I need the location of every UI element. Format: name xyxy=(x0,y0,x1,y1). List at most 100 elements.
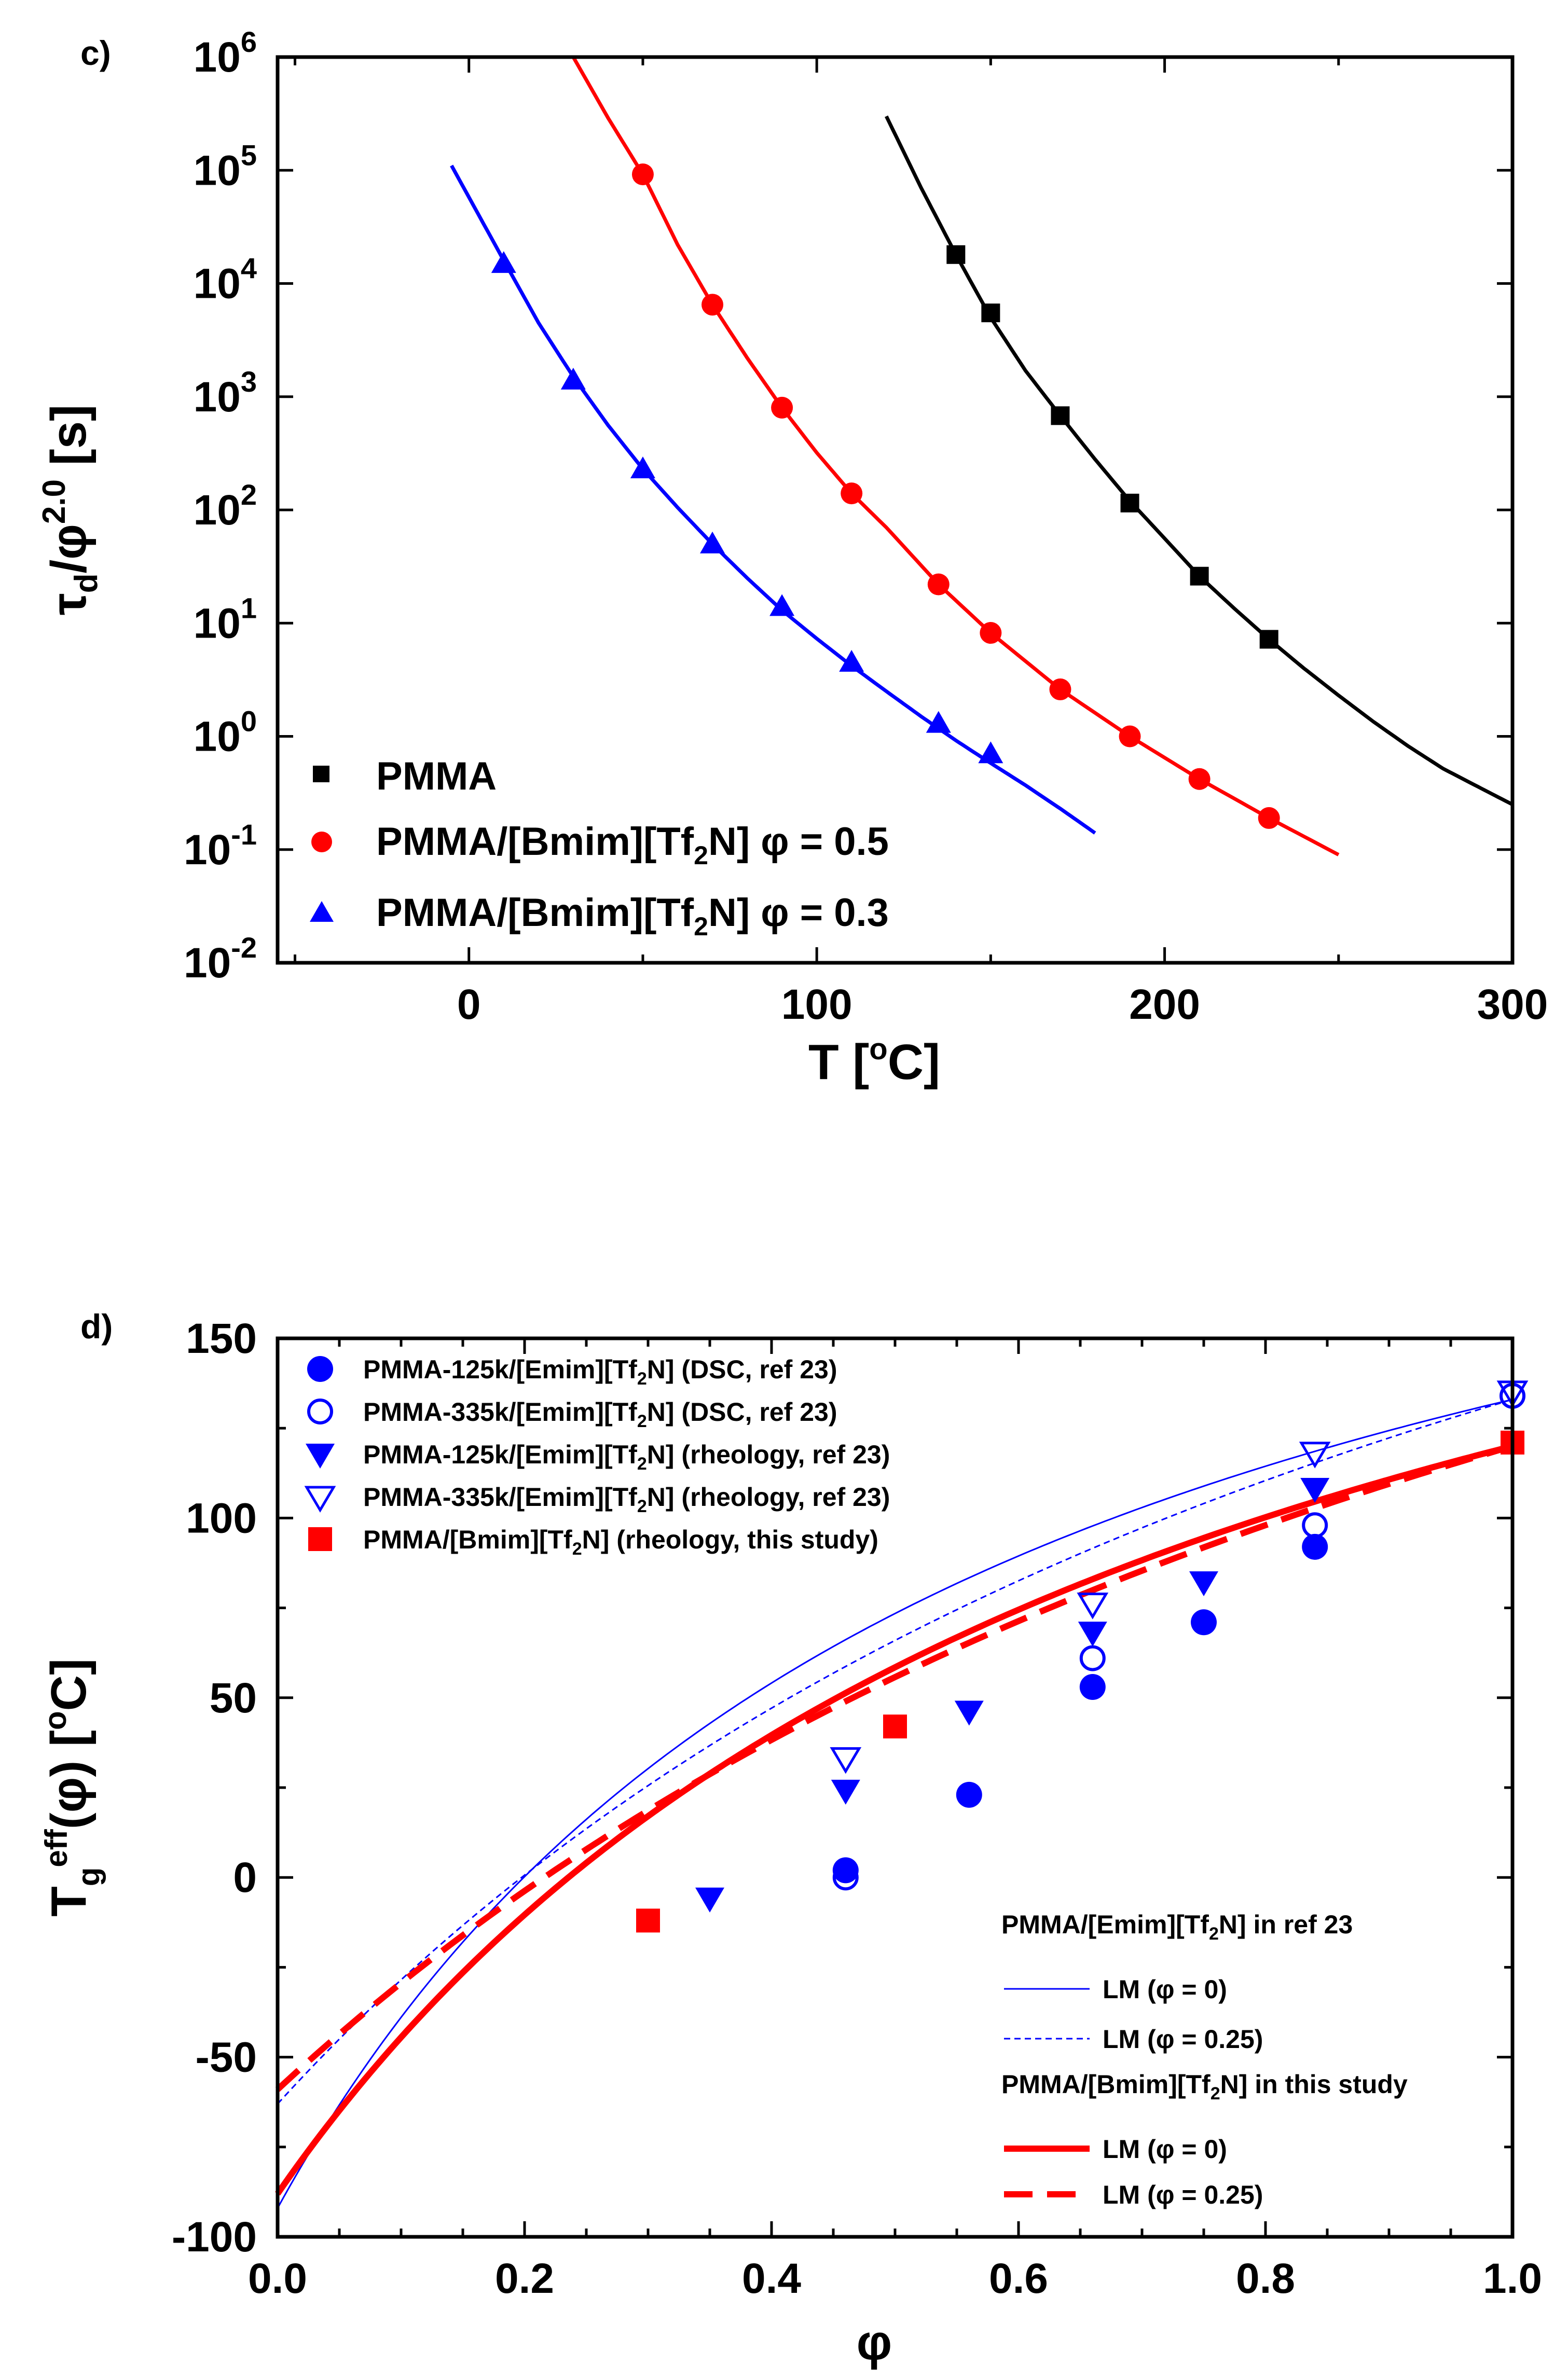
data-point-filled-triangle-down xyxy=(695,1887,724,1913)
data-point-circle xyxy=(980,622,1002,644)
data-point-open-circle xyxy=(1302,1512,1328,1539)
data-point-triangle xyxy=(926,711,951,733)
legend-group-title-this-study: PMMA/[Bmim][Tf2N] in this study xyxy=(1001,2070,1408,2104)
data-point-circle xyxy=(702,294,724,316)
data-point-triangle xyxy=(978,741,1003,764)
legend-item-pmma: PMMA xyxy=(313,754,497,798)
legend-item-phi-03: PMMA/[Bmim][Tf2N] φ = 0.3 xyxy=(310,891,889,941)
data-point-filled-circle xyxy=(956,1781,982,1808)
data-point-square xyxy=(1120,493,1139,513)
x-tick-label: 300 xyxy=(1477,981,1548,1028)
data-point-circle xyxy=(1258,807,1280,829)
data-point-filled-circle xyxy=(1079,1674,1106,1700)
y-tick-label: -100 xyxy=(172,2213,257,2261)
x-tick-label: 0.0 xyxy=(248,2255,307,2302)
legend-item-rheo-125k: PMMA-125k/[Emim][Tf2N] (rheology, ref 23… xyxy=(306,1440,890,1474)
data-point-square xyxy=(981,303,1000,323)
legend-label-dsc-335k: PMMA-335k/[Emim][Tf2N] (DSC, ref 23) xyxy=(363,1397,837,1431)
data-point-circle xyxy=(631,163,654,186)
panel-d-x-tick-labels: 0.0 0.2 0.4 0.6 0.8 1.0 xyxy=(248,2255,1542,2302)
data-point-filled-square xyxy=(636,1908,660,1933)
data-point-filled-triangle-down xyxy=(1078,1622,1107,1647)
legend-label-pmma: PMMA xyxy=(376,754,497,798)
y-tick-label: 105 xyxy=(194,139,257,194)
panel-c-legend: PMMA PMMA/[Bmim][Tf2N] φ = 0.5 PMMA/[Bmi… xyxy=(310,754,889,941)
legend-label-rheo-125k: PMMA-125k/[Emim][Tf2N] (rheology, ref 23… xyxy=(363,1440,890,1474)
panel-c: c) 0 100 200 300 10-2 10-1 100 101 102 103 104 105… xyxy=(36,25,1548,1090)
data-point-circle xyxy=(927,573,950,596)
x-tick-label: 1.0 xyxy=(1483,2255,1542,2302)
legend-open-circle-marker xyxy=(307,1399,333,1424)
y-tick-label: 10-1 xyxy=(184,818,257,874)
data-point-triangle xyxy=(700,531,725,554)
model-curve-2 xyxy=(275,1443,1514,2196)
legend-open-triangle-down-marker xyxy=(304,1486,336,1513)
y-tick-label: 106 xyxy=(194,25,257,81)
data-point-triangle xyxy=(630,456,655,479)
legend-item-phi-05: PMMA/[Bmim][Tf2N] φ = 0.5 xyxy=(311,820,889,870)
y-tick-label: 103 xyxy=(194,365,257,421)
panel-d-legend-curves: PMMA/[Emim][Tf2N] in ref 23 LM (φ = 0) L… xyxy=(1001,1910,1408,2209)
data-point-square xyxy=(1259,630,1278,649)
data-point-circle xyxy=(841,482,863,505)
x-tick-label: 0.6 xyxy=(989,2255,1048,2302)
model-curve-1 xyxy=(277,1399,1513,2105)
panel-d-y-axis-label: Tgeff(φ) [oC] xyxy=(38,1658,106,1917)
data-point-filled-triangle-down xyxy=(831,1779,860,1805)
legend-label-this-study: PMMA/[Bmim][Tf2N] (rheology, this study) xyxy=(363,1525,878,1559)
data-point-square xyxy=(1190,566,1209,586)
x-tick-label: 100 xyxy=(781,981,852,1028)
panel-d-label: d) xyxy=(80,1307,113,1346)
data-point-square xyxy=(1051,406,1070,425)
x-tick-label: 0 xyxy=(457,981,481,1028)
data-point-circle xyxy=(771,396,793,419)
y-tick-label: 100 xyxy=(186,1495,257,1542)
data-point-filled-triangle-down xyxy=(954,1700,984,1726)
legend-filled-circle-marker xyxy=(307,1356,333,1382)
data-point-open-triangle-down xyxy=(1299,1442,1331,1469)
legend-item-rheo-335k: PMMA-335k/[Emim][Tf2N] (rheology, ref 23… xyxy=(304,1483,890,1516)
panel-d-ticks xyxy=(276,1337,1514,2238)
y-tick-label: 102 xyxy=(194,478,257,534)
data-point-filled-square xyxy=(883,1714,907,1739)
legend-label-dsc-125k: PMMA-125k/[Emim][Tf2N] (DSC, ref 23) xyxy=(363,1355,837,1389)
panel-c-plot-frame xyxy=(276,55,1515,965)
legend-triangle-marker xyxy=(310,901,334,922)
data-point-filled-triangle-down xyxy=(1189,1571,1218,1597)
data-point-circle xyxy=(1119,725,1141,748)
y-tick-label: 100 xyxy=(194,705,257,760)
legend-circle-marker xyxy=(311,832,332,852)
panel-c-fit-curves xyxy=(450,56,1514,856)
legend-item-this-study: PMMA/[Bmim][Tf2N] (rheology, this study) xyxy=(308,1525,878,1559)
panel-c-data-points xyxy=(491,163,1280,829)
data-point-open-triangle-down xyxy=(830,1747,862,1774)
legend-filled-square-marker xyxy=(308,1527,332,1551)
y-tick-label: 0 xyxy=(233,1854,257,1901)
data-point-triangle xyxy=(491,251,516,273)
panel-d-y-tick-labels: -100 -50 0 50 100 150 xyxy=(172,1315,257,2261)
panel-d-legend-markers: PMMA-125k/[Emim][Tf2N] (DSC, ref 23) PMM… xyxy=(304,1355,890,1559)
panel-c-x-axis-label: T [oC] xyxy=(808,1032,940,1090)
y-tick-label: 10-2 xyxy=(184,931,257,987)
fit-curve-1 xyxy=(571,56,1340,856)
y-tick-label: 150 xyxy=(186,1315,257,1362)
legend-square-marker xyxy=(313,766,329,782)
x-tick-label: 0.8 xyxy=(1236,2255,1295,2302)
panel-c-y-tick-labels: 10-2 10-1 100 101 102 103 104 105 106 xyxy=(184,25,257,987)
data-point-open-circle xyxy=(1079,1645,1106,1671)
data-point-open-circle xyxy=(832,1864,859,1891)
y-tick-label: -50 xyxy=(195,2034,257,2081)
data-point-triangle xyxy=(769,594,795,616)
legend-label-study-lm025: LM (φ = 0.25) xyxy=(1103,2180,1263,2209)
panel-d: d) 0.0 0.2 0.4 0.6 0.8 1.0 -100 -50 0 50 100 150 φ… xyxy=(38,1307,1542,2370)
x-tick-label: 0.4 xyxy=(742,2255,801,2302)
data-point-filled-triangle-down xyxy=(1300,1477,1330,1503)
x-tick-label: 200 xyxy=(1129,981,1200,1028)
data-point-triangle xyxy=(839,649,864,672)
legend-item-dsc-335k: PMMA-335k/[Emim][Tf2N] (DSC, ref 23) xyxy=(307,1397,837,1431)
data-point-filled-circle xyxy=(1191,1609,1217,1636)
panel-c-x-tick-labels: 0 100 200 300 xyxy=(457,981,1548,1028)
panel-c-label: c) xyxy=(80,34,111,72)
legend-label-rheo-335k: PMMA-335k/[Emim][Tf2N] (rheology, ref 23… xyxy=(363,1483,890,1516)
legend-filled-triangle-down-marker xyxy=(306,1444,335,1469)
